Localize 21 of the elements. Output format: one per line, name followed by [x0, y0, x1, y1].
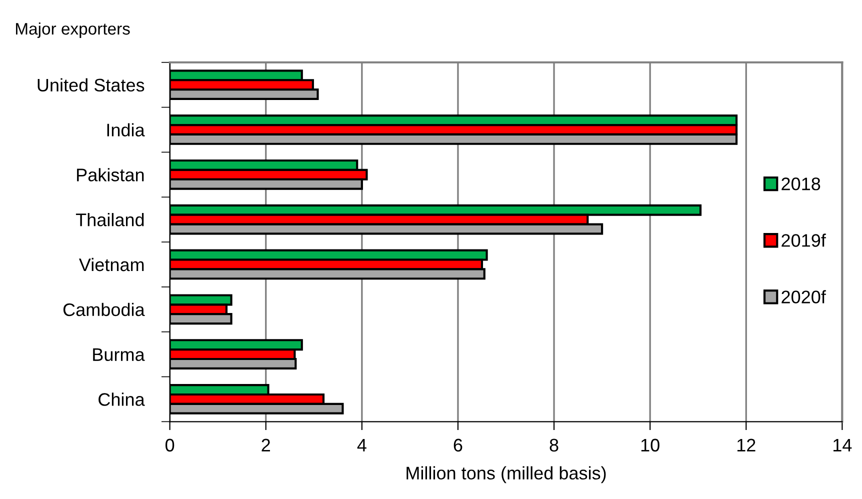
- legend-label: 2020f: [782, 290, 826, 304]
- y-tick-label: China: [98, 392, 145, 406]
- x-tick-label: 2: [262, 438, 270, 452]
- x-tick-label: 14: [834, 438, 852, 452]
- y-tick-label: Thailand: [76, 213, 144, 226]
- y-tick-label: Vietnam: [78, 258, 144, 272]
- x-tick-label: 4: [357, 438, 366, 452]
- x-axis-title: Million tons (milled basis): [406, 466, 606, 484]
- x-tick-label: 6: [454, 438, 462, 452]
- y-tick-label: Pakistan: [77, 168, 144, 182]
- y-tick-label: Cambodia: [63, 302, 145, 316]
- legend-label: 2018: [782, 178, 820, 190]
- x-tick-label: 0: [166, 438, 174, 452]
- legend-label: 2019f: [782, 234, 826, 247]
- y-tick-label: United States: [38, 78, 144, 92]
- chart-title: Major exporters: [16, 22, 130, 38]
- y-tick-label: Burma: [93, 348, 145, 362]
- x-tick-label: 12: [737, 438, 756, 452]
- x-tick-label: 8: [550, 438, 558, 452]
- x-tick-label: 10: [641, 438, 660, 452]
- y-tick-label: India: [107, 123, 145, 136]
